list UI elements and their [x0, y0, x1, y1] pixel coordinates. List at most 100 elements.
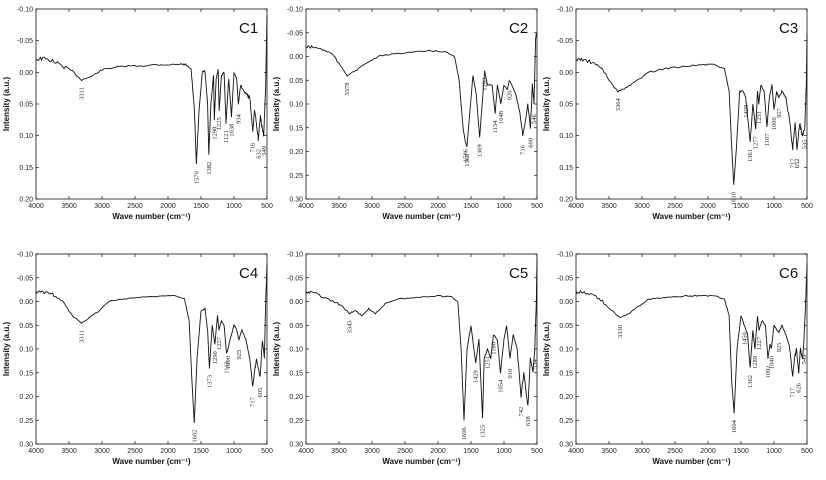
- peak-label: 1604: [731, 419, 738, 433]
- peak-label: 3378: [344, 83, 351, 96]
- y-tick-label: 0.30: [289, 197, 303, 204]
- peak-label: 1602: [191, 430, 198, 443]
- peak-label: 717: [790, 158, 797, 169]
- y-tick-label: -0.10: [17, 252, 33, 259]
- peak-label: 3330: [617, 325, 624, 338]
- x-tick-label: 4000: [28, 448, 44, 455]
- y-tick-label: -0.10: [287, 252, 303, 259]
- x-tick-label: 3000: [364, 203, 380, 210]
- y-tick-label: 0.30: [289, 442, 303, 449]
- plot-frame: [305, 253, 538, 445]
- peak-label: 1382: [206, 162, 213, 175]
- y-tick-label: 0.10: [559, 347, 573, 354]
- peak-label: 1369: [477, 144, 484, 157]
- y-tick-label: 0.30: [19, 442, 33, 449]
- y-tick-label: -0.05: [17, 38, 33, 45]
- peak-label: 1606: [461, 426, 468, 440]
- peak-label: 1450: [741, 332, 748, 345]
- y-tick-label: 0.00: [19, 70, 33, 77]
- chart-svg: 4000 3500 3000 2500 2000 1500 1000 500 -0.10 -0.0…: [272, 7, 543, 222]
- x-tick-label: 3000: [634, 203, 650, 210]
- peak-label: 652: [794, 159, 801, 169]
- peak-label: 1121: [223, 130, 230, 143]
- x-tick-label: 2500: [127, 203, 143, 210]
- y-tick-label: 0.10: [289, 102, 303, 109]
- x-tick-label: 2500: [127, 448, 143, 455]
- y-tick-label: 0.25: [559, 418, 573, 425]
- plot-frame: [575, 253, 808, 445]
- peak-label: 927: [776, 107, 783, 118]
- peak-label: 1040: [768, 356, 775, 369]
- spectrum-line: [575, 34, 808, 185]
- y-axis-title: Intensity (a.u.): [272, 322, 281, 377]
- x-tick-label: 500: [531, 448, 543, 455]
- x-tick-label: 4000: [568, 203, 584, 210]
- peak-label: 910: [507, 369, 514, 379]
- y-axis-title: Intensity (a.u.): [542, 77, 551, 132]
- x-tick-label: 3500: [331, 203, 347, 210]
- spectrum-line: [305, 32, 538, 148]
- chart-svg: 4000 3500 3000 2500 2000 1500 1000 500 -0.10 -0.0…: [542, 252, 813, 467]
- y-tick-label: -0.05: [17, 275, 33, 282]
- x-tick-label: 1000: [766, 448, 782, 455]
- x-tick-label: 500: [801, 203, 813, 210]
- y-tick-label: -0.05: [287, 30, 303, 37]
- x-tick-label: 3000: [94, 448, 110, 455]
- peak-label: 1251: [484, 356, 491, 369]
- x-tick-label: 500: [261, 203, 273, 210]
- x-tick-label: 3500: [601, 448, 617, 455]
- y-tick-label: -0.05: [557, 275, 573, 282]
- y-tick-label: -0.10: [557, 7, 573, 14]
- x-tick-label: 2000: [430, 448, 446, 455]
- plot-frame: [35, 253, 268, 445]
- y-tick-label: 0.15: [289, 125, 303, 132]
- peak-label: 549: [261, 146, 268, 156]
- panel-label: C5: [509, 265, 528, 282]
- y-tick-label: 0.20: [289, 394, 303, 401]
- y-tick-label: 0.05: [559, 102, 573, 109]
- chart-panel-c1: 4000 3500 3000 2500 2000 1500 1000 500 -0.10 -0.0…: [0, 0, 273, 232]
- y-axis-title: Intensity (a.u.): [542, 322, 551, 377]
- x-tick-label: 2000: [160, 203, 176, 210]
- y-tick-label: 0.20: [19, 394, 33, 401]
- y-tick-label: 0.25: [289, 418, 303, 425]
- x-tick-label: 500: [801, 448, 813, 455]
- y-tick-label: 0.00: [289, 299, 303, 306]
- peak-label: 605: [257, 388, 264, 398]
- x-tick-label: 4000: [568, 448, 584, 455]
- peak-label: 717: [790, 387, 797, 398]
- plot-frame: [575, 8, 808, 200]
- spectrum-line: [305, 258, 538, 421]
- y-tick-label: -0.05: [557, 38, 573, 45]
- x-tick-label: 2000: [700, 203, 716, 210]
- x-tick-label: 3000: [634, 448, 650, 455]
- y-axis-title: Intensity (a.u.): [272, 77, 281, 132]
- x-tick-label: 3000: [94, 203, 110, 210]
- peak-label: 3343: [346, 320, 353, 333]
- y-tick-label: 0.05: [289, 323, 303, 330]
- y-tick-label: 0.10: [289, 347, 303, 354]
- x-axis-title: Wave number (cm⁻¹): [382, 457, 460, 466]
- panel-label: C6: [779, 265, 798, 282]
- peak-label: 1090: [225, 356, 232, 369]
- peak-label: 1225: [216, 117, 223, 130]
- panel-label: C4: [239, 265, 258, 282]
- peak-label: 549: [801, 355, 808, 365]
- x-tick-label: 1500: [463, 203, 479, 210]
- peak-label: 1361: [747, 149, 754, 162]
- chart-svg: 4000 3500 3000 2500 2000 1500 1000 500 -0.10 -0.0…: [2, 252, 273, 467]
- peak-label: 3311: [79, 87, 86, 100]
- x-tick-label: 1000: [226, 448, 242, 455]
- peak-label: 1038: [229, 124, 236, 137]
- chart-svg: 4000 3500 3000 2500 2000 1500 1000 500 -0.10 -0.0…: [272, 252, 543, 467]
- peak-label: 716: [520, 144, 527, 155]
- y-tick-label: 0.15: [559, 165, 573, 172]
- peak-label: 1113: [224, 361, 231, 374]
- x-tick-label: 1500: [463, 448, 479, 455]
- y-tick-label: 0.05: [19, 102, 33, 109]
- y-axis-title: Intensity (a.u.): [2, 322, 11, 377]
- x-tick-label: 4000: [298, 448, 314, 455]
- chart-panel-c3: 4000 3500 3000 2500 2000 1500 1000 500 -0.10 -0.0…: [540, 0, 813, 232]
- peak-label: 1054: [497, 379, 504, 393]
- x-tick-label: 3500: [61, 203, 77, 210]
